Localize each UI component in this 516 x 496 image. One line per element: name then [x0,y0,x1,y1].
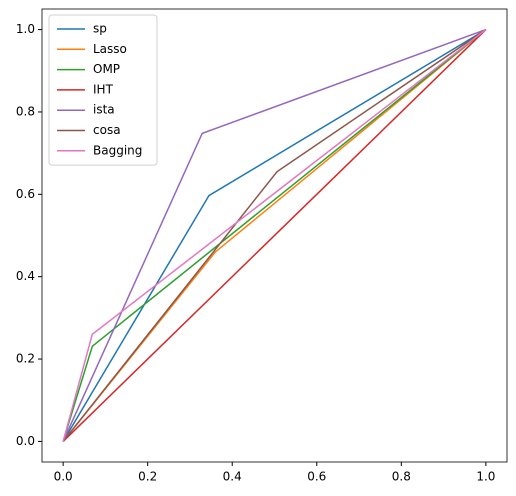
series-line [62,28,487,442]
x-tick-label: 0.2 [138,470,157,484]
y-tick-label: 0.8 [16,104,35,118]
y-tick-label: 0.4 [16,269,35,283]
legend-label: ista [93,103,115,117]
legend-label: OMP [93,62,120,76]
series-line [62,29,487,442]
legend-label: Bagging [93,143,142,157]
legend-label: Lasso [93,42,127,56]
x-tick-label: 0.0 [54,470,73,484]
y-tick-label: 1.0 [16,22,35,36]
x-tick-label: 0.8 [392,470,411,484]
plot-frame [41,8,508,463]
x-tick-label: 0.6 [307,470,326,484]
y-tick-label: 0.2 [16,352,35,366]
legend-label: cosa [93,123,121,137]
legend-label: IHT [93,82,114,96]
legend-label: sp [93,22,107,36]
series-line [62,28,487,442]
series-line [62,28,487,442]
y-tick-label: 0.6 [16,187,35,201]
x-tick-label: 0.4 [223,470,242,484]
series-line [62,28,487,442]
series-line [62,29,487,442]
y-tick-label: 0.0 [16,434,35,448]
x-tick-label: 1.0 [476,470,495,484]
legend-box [48,14,158,166]
